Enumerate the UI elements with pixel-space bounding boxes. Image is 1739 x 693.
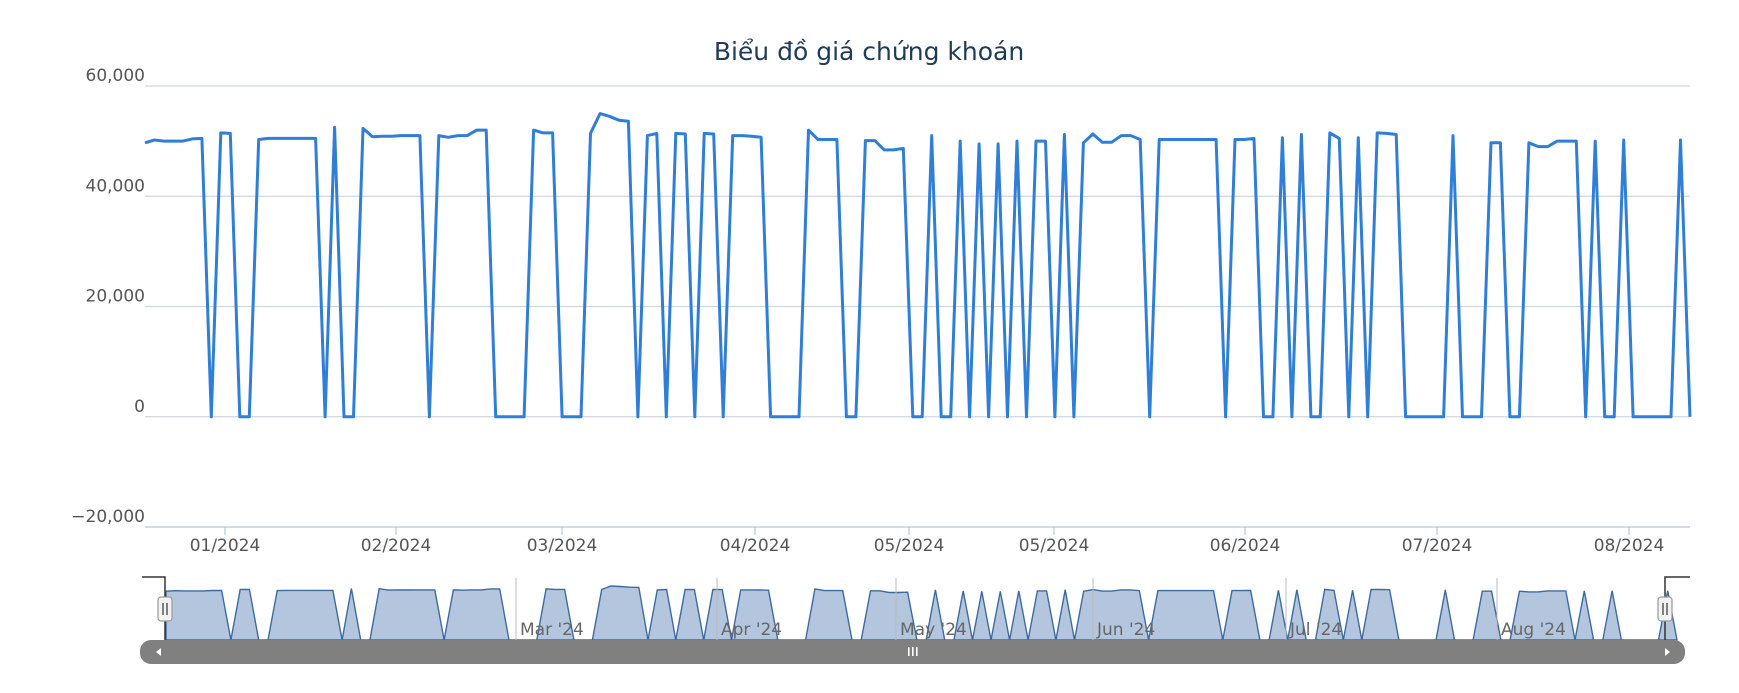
price-series xyxy=(144,112,1692,419)
scrollbar-grip-icon xyxy=(908,647,918,656)
navigator-label: May '24 xyxy=(900,620,967,640)
y-tick-label: 60,000 xyxy=(86,66,145,86)
x-tick-label: 04/2024 xyxy=(720,536,791,556)
x-tick-label: 08/2024 xyxy=(1594,536,1665,556)
x-tick-label: 01/2024 xyxy=(190,536,261,556)
y-tick-label: 20,000 xyxy=(86,287,145,307)
x-tick-label: 03/2024 xyxy=(527,536,598,556)
y-tick-label: 0 xyxy=(134,397,145,417)
scroll-right-button[interactable] xyxy=(1661,640,1685,664)
navigator-label: Aug '24 xyxy=(1501,620,1566,640)
navigator-right-handle[interactable] xyxy=(1657,596,1673,622)
navigator-labels: Mar '24 Apr '24 May '24 Jun '24 Jul '24 Aug '… xyxy=(515,578,1566,640)
navigator-label: Mar '24 xyxy=(520,620,584,640)
navigator-series xyxy=(145,578,1690,641)
navigator-left-handle[interactable] xyxy=(157,596,173,622)
arrow-right-icon xyxy=(1665,648,1670,656)
y-axis-ticks: 60,000 40,000 20,000 0 −20,000 xyxy=(71,66,145,527)
navigator-handles[interactable] xyxy=(142,576,1690,640)
scrollbar[interactable] xyxy=(140,640,1685,664)
y-tick-label: 40,000 xyxy=(86,176,145,196)
x-tick-label: 05/2024 xyxy=(1019,536,1090,556)
series-line xyxy=(144,112,1692,419)
navigator-label: Apr '24 xyxy=(721,620,782,640)
x-tick-label: 06/2024 xyxy=(1210,536,1281,556)
x-tick-label: 02/2024 xyxy=(361,536,432,556)
x-tick-label: 07/2024 xyxy=(1402,536,1473,556)
y-tick-label: −20,000 xyxy=(71,507,145,527)
x-axis-ticks: 01/2024 02/2024 03/2024 04/2024 05/2024 05/20… xyxy=(190,527,1665,556)
navigator-label: Jun '24 xyxy=(1096,620,1155,640)
navigator[interactable]: Mar '24 Apr '24 May '24 Jun '24 Jul '24 Aug '… xyxy=(142,576,1690,641)
scroll-left-button[interactable] xyxy=(140,640,164,664)
chart-title: Biểu đồ giá chứng khoán xyxy=(714,37,1024,66)
navigator-label: Jul '24 xyxy=(1289,620,1342,640)
x-tick-label: 05/2024 xyxy=(874,536,945,556)
arrow-left-icon xyxy=(156,648,161,656)
